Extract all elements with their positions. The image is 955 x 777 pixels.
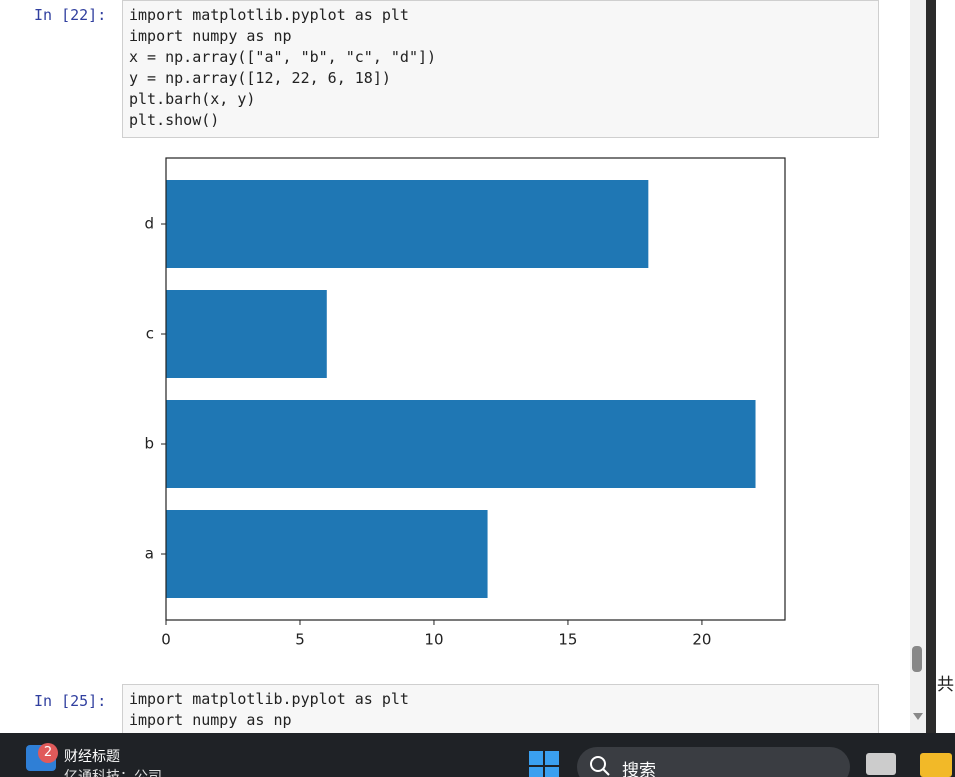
window-edge	[926, 0, 936, 733]
y-tick-label: b	[144, 435, 154, 453]
code-line: import matplotlib.pyplot as plt	[129, 690, 409, 708]
chart: a b c d 0 5 10 15 20	[144, 157, 786, 649]
bar	[166, 180, 649, 268]
x-tick-label: 5	[295, 631, 305, 649]
code-line: import matplotlib.pyplot as plt	[129, 6, 409, 24]
task-view[interactable]	[866, 753, 896, 775]
scroll-thumb[interactable]	[912, 646, 922, 672]
code-line: x = np.array(["a", "b", "c", "d"])	[129, 48, 437, 66]
x-tick-label: 15	[558, 631, 577, 649]
search-label: 搜索	[622, 761, 656, 777]
code-line: y = np.array([12, 22, 6, 18])	[129, 69, 391, 87]
cell-prompt: In [22]:	[34, 6, 107, 24]
news-title[interactable]: 财经标题	[64, 749, 120, 765]
x-tick-label: 10	[424, 631, 443, 649]
code-line: plt.show()	[129, 111, 220, 129]
code-line: import numpy as np	[129, 27, 292, 45]
bar	[166, 400, 756, 488]
y-tick-label: d	[144, 215, 154, 233]
search-icon	[590, 756, 610, 776]
scrollbar[interactable]	[910, 0, 926, 733]
axes-frame	[165, 157, 786, 621]
cell-prompt: In [25]:	[34, 692, 107, 710]
scroll-down[interactable]	[910, 710, 926, 724]
start-button[interactable]	[529, 751, 561, 777]
code-cell[interactable]: import matplotlib.pyplot as plt import nu…	[122, 0, 879, 138]
search-box[interactable]: 搜索	[577, 747, 850, 777]
x-tick-label: 20	[692, 631, 711, 649]
code-line: plt.barh(x, y)	[129, 90, 256, 108]
file-explorer[interactable]	[920, 753, 952, 777]
taskbar: 2 财经标题 亿通科技：公司 搜索	[0, 733, 955, 777]
code-line: import numpy as np	[129, 711, 292, 729]
badge: 2	[38, 743, 58, 763]
news-text[interactable]: 亿通科技：公司	[64, 769, 162, 777]
bar	[166, 510, 488, 598]
y-tick-label: c	[146, 325, 154, 343]
side-text: 共	[937, 675, 954, 695]
x-tick-label: 0	[161, 631, 171, 649]
y-tick-label: a	[145, 545, 154, 563]
bar	[166, 290, 327, 378]
